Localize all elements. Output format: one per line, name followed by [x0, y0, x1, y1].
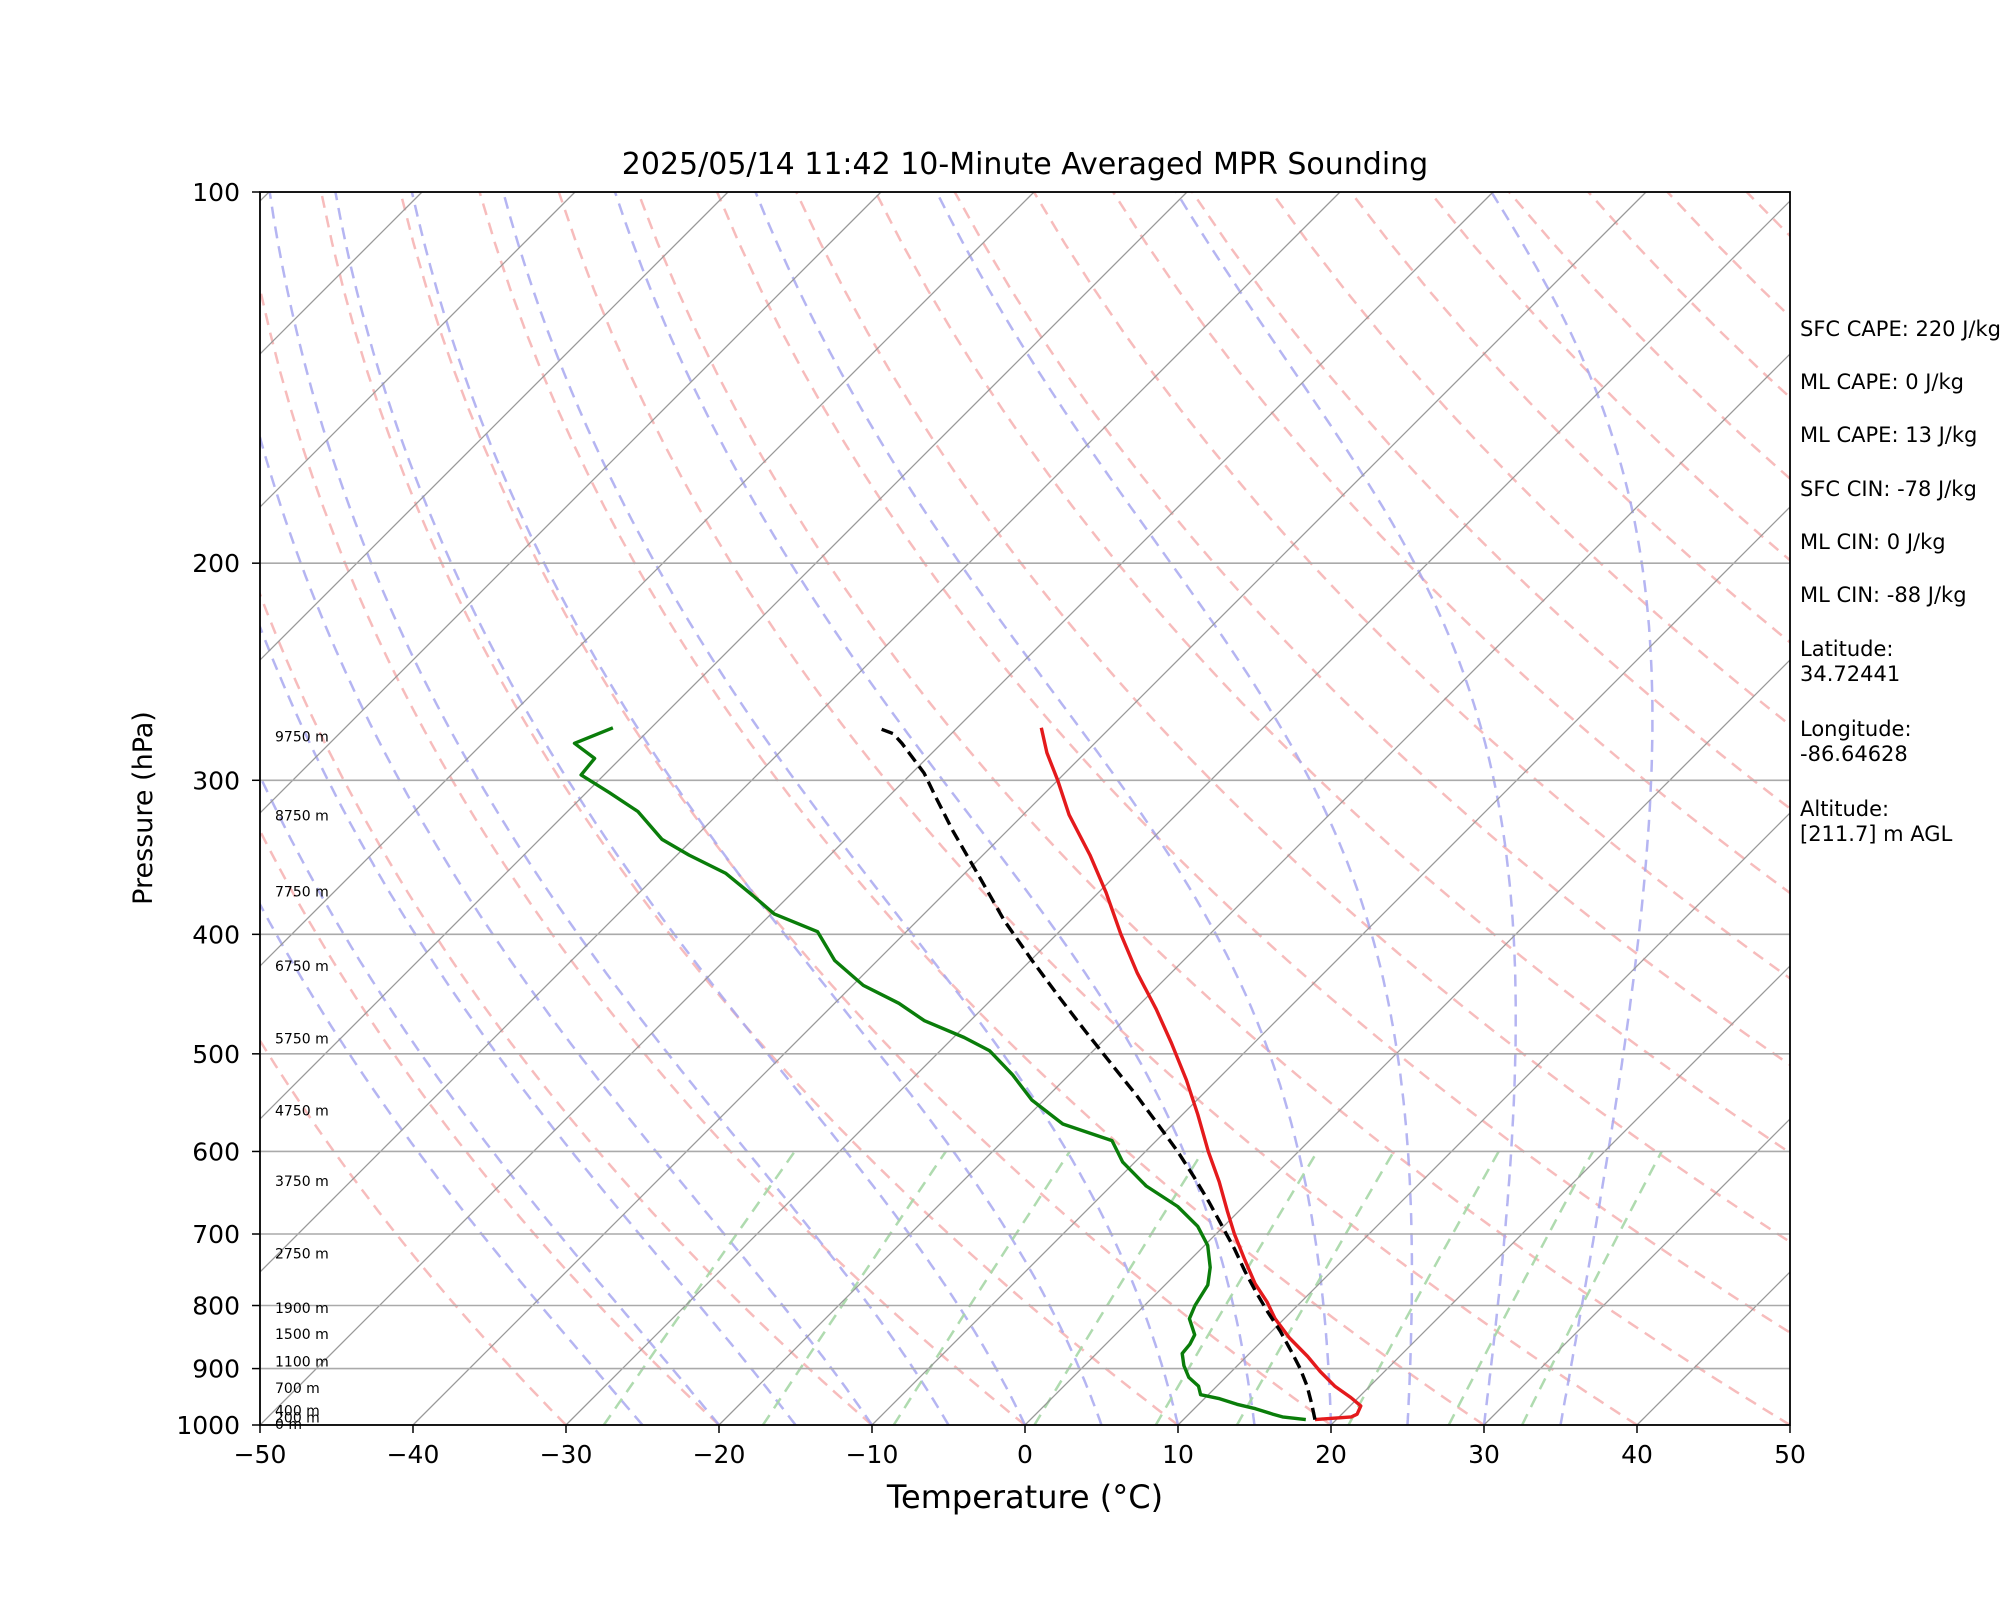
y-tick-label: 600	[192, 1137, 240, 1166]
isotherm-line	[260, 192, 1341, 1273]
y-tick-label: 800	[192, 1292, 240, 1321]
background-gridlines	[0, 192, 1790, 1425]
moist-adiabat-line	[410, 192, 1103, 1425]
isotherm-line	[412, 192, 1647, 1425]
moist-adiabat-line	[268, 192, 950, 1425]
dry-adiabat-line	[478, 192, 1485, 1425]
sfc-cape-label: SFC CAPE: 220 J/kg	[1800, 317, 2000, 341]
latitude-label: Latitude: 34.72441	[1800, 637, 1901, 686]
mixing-ratio-line	[1447, 1150, 1594, 1425]
y-tick-label: 500	[192, 1040, 240, 1069]
height-label: 4750 m	[275, 1104, 329, 1120]
ml-cin-label-2: ML CIN: -88 J/kg	[1800, 583, 1967, 607]
mixing-ratio-line	[1520, 1150, 1663, 1425]
sfc-cin-label: SFC CIN: -78 J/kg	[1800, 477, 1977, 501]
height-label: 200 m	[275, 1411, 320, 1427]
isotherm-line	[1177, 812, 1790, 1425]
mixing-ratio-line	[1154, 1150, 1319, 1425]
x-tick-label: 50	[1774, 1440, 1806, 1469]
isotherm-line	[260, 192, 1188, 1120]
moist-adiabat-line	[260, 432, 874, 1425]
dry-adiabat-line	[260, 282, 1026, 1425]
stability-indices-panel: SFC CAPE: 220 J/kg ML CAPE: 0 J/kg ML CA…	[1800, 300, 2000, 860]
x-tick-label: −20	[693, 1440, 746, 1469]
axis-ticks: −50 −40 −30 −20 −10 0 10 20 30 40 50 1000 900 800 700 6…	[176, 178, 1806, 1469]
ml-cape-label: ML CAPE: 0 J/kg	[1800, 370, 1965, 394]
moist-adiabat-line	[935, 192, 1414, 1425]
isotherm-line	[0, 192, 116, 1425]
dry-adiabat-line	[399, 192, 1332, 1425]
x-tick-label: −40	[387, 1440, 440, 1469]
y-tick-label: 100	[192, 178, 240, 207]
moist-adiabat-line	[501, 192, 1180, 1425]
dry-adiabat-line	[319, 192, 1179, 1425]
height-label: 700 m	[275, 1381, 320, 1397]
height-label: 8750 m	[275, 809, 329, 825]
height-label: 400 m	[275, 1403, 320, 1419]
isotherm-line	[1330, 965, 1790, 1425]
dry-adiabat-line	[260, 828, 720, 1425]
mixing-ratio-line	[1235, 1150, 1395, 1425]
height-label: 1500 m	[275, 1327, 329, 1343]
y-tick-label: 1000	[176, 1411, 240, 1440]
x-axis-label: Temperature (°C)	[886, 1478, 1163, 1516]
x-tick-label: −30	[540, 1440, 593, 1469]
dry-adiabat-line	[1270, 192, 1790, 727]
isotherm-line	[260, 192, 882, 814]
sounding-series-1	[572, 726, 1306, 1422]
isotherm-line	[260, 192, 729, 661]
moist-adiabat-line	[334, 192, 1027, 1425]
x-tick-label: −10	[846, 1440, 899, 1469]
isotherm-line	[260, 192, 1035, 967]
height-label: 1100 m	[275, 1355, 329, 1371]
dry-adiabat-line	[260, 590, 873, 1425]
height-label: 2750 m	[275, 1246, 329, 1262]
x-tick-label: 40	[1621, 1440, 1653, 1469]
altitude-label: Altitude: [211.7] m AGL	[1800, 797, 1953, 846]
height-label: 1900 m	[275, 1301, 329, 1317]
height-label: 6750 m	[275, 959, 329, 975]
height-label: 5750 m	[275, 1032, 329, 1048]
sounding-series-0	[1039, 727, 1363, 1422]
height-label: 7750 m	[275, 885, 329, 901]
moist-adiabat-line	[754, 192, 1333, 1425]
y-tick-label: 400	[192, 920, 240, 949]
dry-adiabat-line	[557, 192, 1638, 1425]
longitude-label: Longitude: -86.64628	[1800, 717, 1912, 766]
ml-cape-label-2: ML CAPE: 13 J/kg	[1800, 423, 1978, 447]
x-tick-label: 10	[1162, 1440, 1194, 1469]
mixing-ratio-line	[1033, 1150, 1204, 1425]
moist-adiabat-line	[613, 192, 1256, 1425]
plot-frame	[259, 191, 1791, 1426]
isotherm-line	[565, 200, 1790, 1425]
moist-adiabat-line	[1490, 192, 1654, 1425]
y-tick-label: 700	[192, 1220, 240, 1249]
x-tick-label: −50	[234, 1440, 287, 1469]
moist-adiabat-line	[260, 623, 797, 1425]
y-axis-label: Pressure (hPa)	[128, 711, 159, 905]
y-tick-label: 200	[192, 549, 240, 578]
mixing-ratio-line	[602, 1150, 796, 1425]
isotherm-line	[718, 353, 1790, 1425]
x-tick-label: 0	[1017, 1440, 1033, 1469]
moist-adiabat-line	[260, 901, 644, 1425]
isotherm-line	[871, 506, 1790, 1425]
isotherm-line	[260, 192, 576, 508]
x-tick-label: 20	[1315, 1440, 1347, 1469]
y-tick-label: 900	[192, 1355, 240, 1384]
height-label: 9750 m	[275, 730, 329, 746]
isotherm-line	[260, 192, 1494, 1425]
moist-adiabat-line	[1175, 192, 1517, 1425]
chart-title: 2025/05/14 11:42 10-Minute Averaged MPR …	[622, 147, 1428, 182]
isotherm-line	[1483, 1118, 1790, 1425]
dry-adiabat-line	[636, 192, 1790, 1425]
x-tick-label: 30	[1468, 1440, 1500, 1469]
height-label: 3750 m	[275, 1174, 329, 1190]
sounding-traces	[572, 726, 1363, 1422]
y-tick-label: 300	[192, 766, 240, 795]
sounding-series-2	[876, 726, 1317, 1420]
ml-cin-label: ML CIN: 0 J/kg	[1800, 530, 1946, 554]
